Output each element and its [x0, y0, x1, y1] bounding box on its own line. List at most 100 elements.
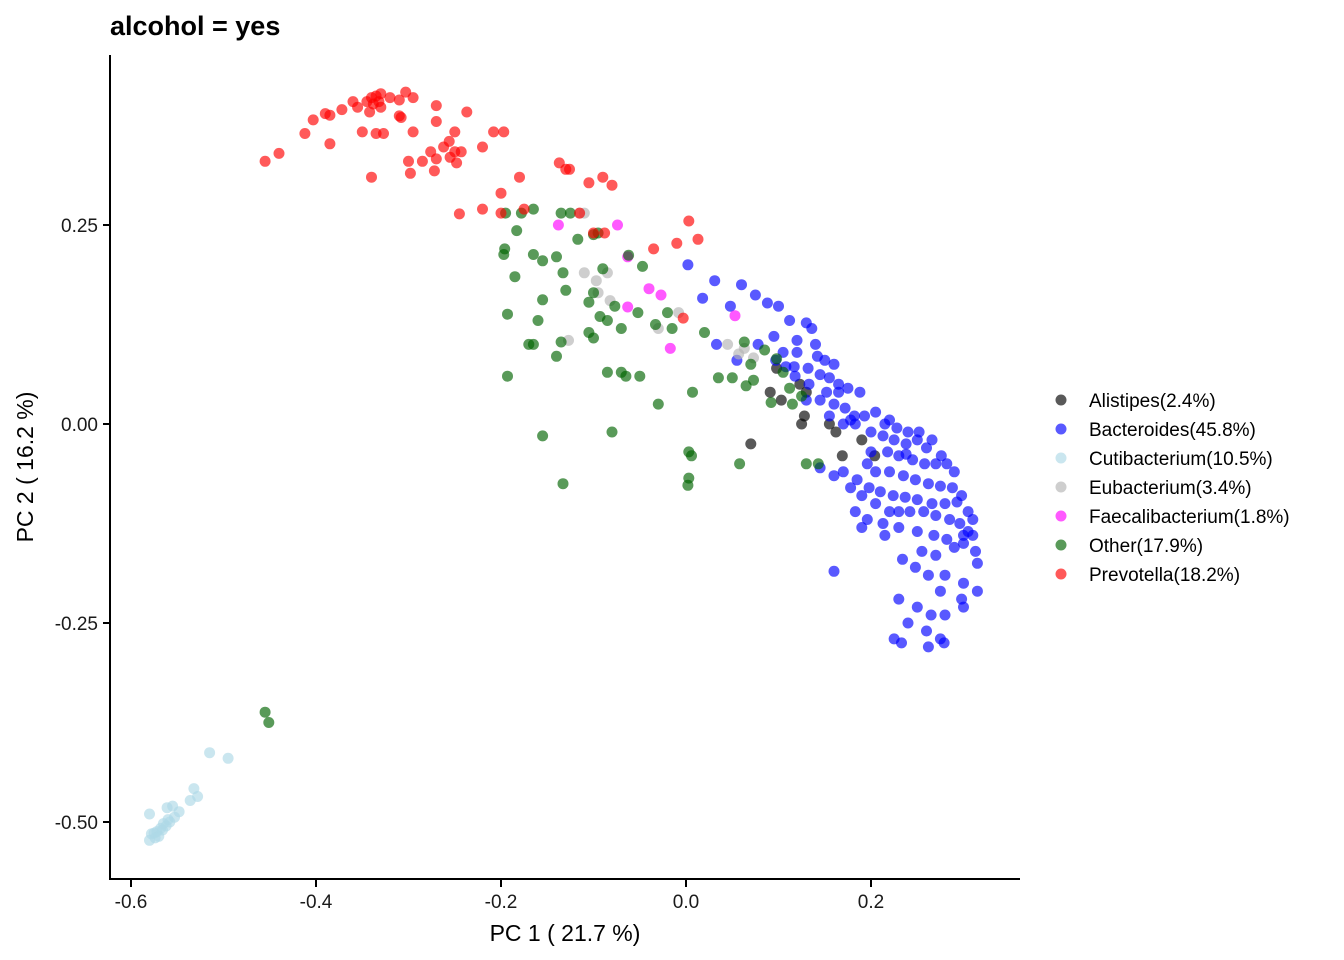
data-point	[416, 155, 428, 167]
data-point	[899, 491, 911, 503]
x-axis-title: PC 1 ( 21.7 %)	[490, 920, 641, 946]
data-point	[552, 219, 564, 231]
data-point	[650, 319, 661, 330]
data-point	[887, 490, 899, 502]
legend-key	[1055, 394, 1067, 406]
data-point	[814, 394, 826, 406]
data-point	[666, 323, 678, 334]
data-point	[775, 394, 787, 406]
legend-item: Cutibacterium(10.5%)	[1055, 449, 1273, 470]
data-point	[461, 106, 473, 118]
y-tick-label: -0.50	[55, 813, 98, 834]
data-point	[560, 284, 572, 296]
data-point	[407, 126, 419, 138]
data-point	[938, 637, 950, 649]
data-point	[384, 92, 396, 104]
data-point	[859, 410, 870, 422]
data-point	[958, 601, 969, 613]
data-point	[922, 478, 934, 490]
data-point	[404, 167, 416, 179]
data-point	[851, 474, 863, 486]
data-point	[854, 386, 866, 398]
data-point	[430, 153, 442, 165]
data-point	[930, 458, 942, 470]
data-point	[823, 372, 835, 384]
y-tick-label: 0.00	[61, 415, 98, 436]
data-point	[828, 358, 840, 370]
data-point	[948, 466, 960, 478]
data-point	[574, 207, 586, 219]
data-point	[511, 225, 523, 237]
data-point	[916, 545, 928, 557]
data-point	[939, 609, 951, 621]
data-point	[509, 271, 521, 283]
data-point	[514, 171, 525, 183]
data-point	[430, 100, 442, 112]
data-point	[451, 157, 463, 169]
data-point	[958, 529, 969, 541]
data-point	[784, 382, 796, 394]
data-point	[699, 327, 710, 338]
data-point	[733, 348, 745, 360]
data-point	[856, 522, 868, 533]
data-point	[749, 289, 761, 301]
data-point	[588, 332, 599, 344]
data-point	[893, 593, 905, 605]
legend-item: Prevotella(18.2%)	[1055, 565, 1240, 586]
data-point	[634, 370, 646, 382]
data-point	[430, 116, 442, 127]
data-point	[449, 126, 461, 138]
data-point	[606, 426, 618, 438]
data-point	[687, 386, 698, 398]
data-point	[877, 430, 889, 442]
data-point	[930, 549, 942, 561]
data-point	[682, 259, 694, 271]
data-point	[884, 414, 895, 426]
data-point	[888, 434, 900, 446]
data-point	[941, 458, 953, 470]
data-point	[777, 366, 789, 378]
data-point	[925, 609, 937, 621]
data-point	[527, 203, 539, 215]
data-point	[900, 448, 912, 460]
data-point	[564, 207, 576, 219]
data-point	[921, 442, 932, 454]
data-point	[971, 585, 983, 597]
data-point	[922, 641, 934, 653]
data-point	[897, 470, 909, 482]
data-point	[361, 96, 373, 108]
data-point	[823, 410, 835, 422]
data-point	[745, 438, 757, 450]
data-point	[184, 795, 196, 806]
data-point	[477, 203, 488, 215]
data-point	[259, 155, 271, 167]
data-point	[709, 275, 721, 287]
data-point	[896, 637, 907, 649]
data-point	[532, 315, 544, 326]
data-point	[599, 227, 611, 239]
data-point	[583, 296, 595, 308]
y-axis-ticks: -0.50 -0.25 0.00 0.25	[55, 216, 110, 834]
data-point	[761, 297, 773, 309]
data-point	[796, 418, 808, 430]
data-point	[935, 450, 947, 462]
data-point	[557, 478, 569, 490]
data-point	[555, 336, 567, 348]
data-point	[970, 545, 981, 557]
data-point	[870, 406, 882, 418]
data-point	[836, 450, 848, 462]
data-point	[913, 426, 925, 438]
data-point	[364, 106, 376, 118]
data-point	[366, 171, 377, 183]
data-point	[564, 163, 575, 175]
y-axis-title: PC 2 ( 16.2 %)	[12, 392, 38, 543]
data-point	[682, 479, 694, 491]
data-point	[926, 434, 938, 446]
data-point	[734, 458, 746, 470]
data-point	[918, 506, 930, 518]
data-point	[946, 482, 958, 494]
data-point	[612, 219, 623, 231]
data-point	[648, 243, 660, 255]
data-point	[407, 92, 419, 104]
